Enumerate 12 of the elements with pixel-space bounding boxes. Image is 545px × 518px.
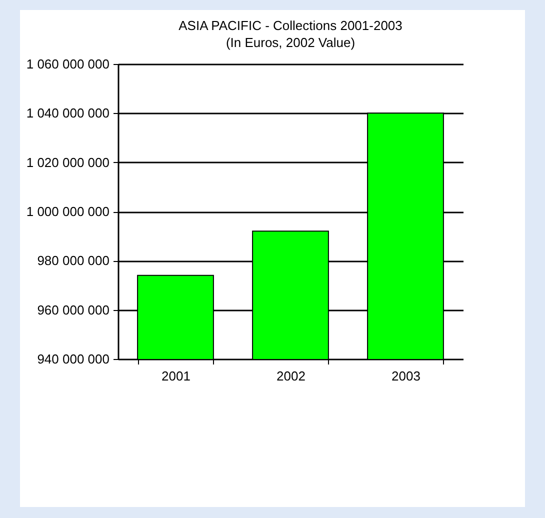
y-tick-label: 940 000 000: [37, 352, 110, 366]
chart-subtitle: (In Euros, 2002 Value): [226, 35, 356, 50]
x-tick-label: 2001: [162, 368, 190, 384]
chart-title: ASIA PACIFIC - Collections 2001-2003: [178, 18, 402, 33]
y-tick-label: 980 000 000: [37, 253, 110, 268]
y-tick-label: 1 000 000 000: [26, 204, 110, 219]
x-tick-label: 2002: [276, 368, 306, 384]
y-tick-label: 1 040 000 000: [26, 106, 110, 121]
x-tick-label: 2003: [392, 368, 420, 384]
y-tick-label: 1 060 000 000: [26, 56, 110, 72]
y-tick-label: 960 000 000: [37, 302, 110, 318]
y-tick-label: 1 020 000 000: [26, 154, 110, 170]
